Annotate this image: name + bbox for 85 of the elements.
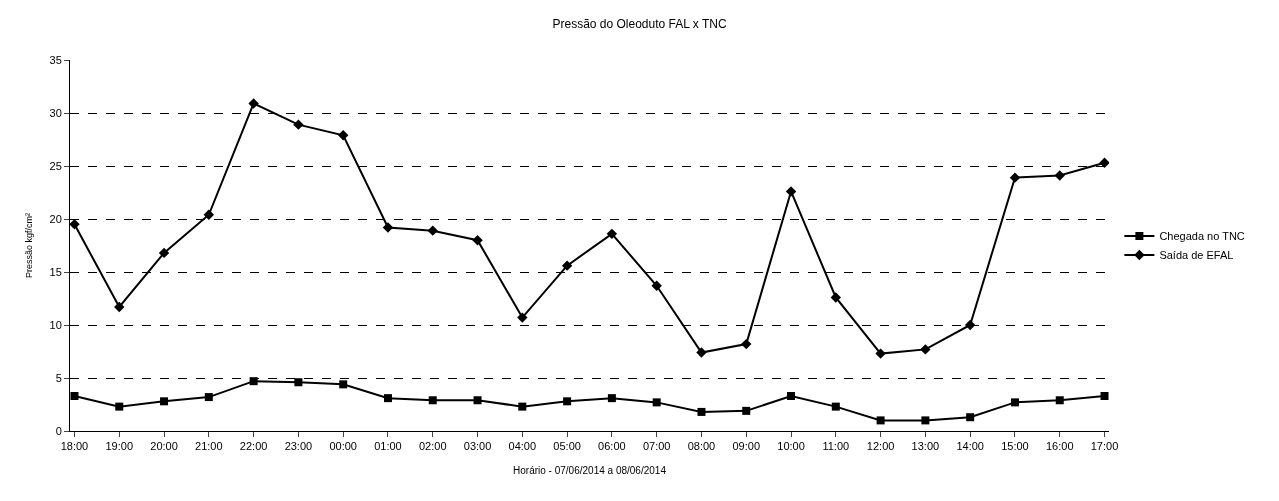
x-tick-label: 21:00 [195,440,223,453]
x-tick-label: 06:00 [598,440,626,453]
x-tick-label: 01:00 [374,440,402,453]
point [1010,398,1019,407]
x-tick-label: 23:00 [284,440,313,453]
point [966,413,975,422]
point [785,186,797,197]
y-tick-label: 5 [55,371,62,384]
y-axis-title: Pressão kgf/cm² [23,212,34,279]
legend-label: Chegada no TNC [1159,230,1245,243]
point [160,397,169,406]
point [561,260,573,271]
legend-label: Saída de EFAL [1159,249,1234,262]
point [964,319,976,331]
point [203,209,215,220]
x-tick-label: 04:00 [508,440,537,453]
point [742,406,751,415]
y-tick-label: 25 [49,159,62,172]
point [830,292,842,303]
point [249,377,258,386]
point [563,397,572,406]
y-tick-label: 35 [49,53,62,66]
point [1099,157,1109,169]
chart-title: Pressão do Oleoduto FAL x TNC [552,17,727,32]
point [158,247,170,259]
point [337,130,349,141]
point [294,378,303,387]
point [70,219,80,230]
y-tick-label: 10 [49,318,62,331]
point [787,392,796,401]
x-tick-label: 11:00 [822,440,850,453]
x-tick-label: 03:00 [463,440,492,453]
point [382,222,394,233]
point [517,312,528,323]
point [427,225,438,236]
y-tick-label: 30 [49,106,62,119]
x-tick-label: 09:00 [732,440,761,453]
point [1055,396,1064,405]
x-tick-label: 00:00 [329,440,357,453]
point [293,119,304,130]
y-tick-label: 0 [55,424,62,437]
point [518,402,527,411]
x-tick-label: 02:00 [418,440,447,453]
point [697,407,706,416]
x-tick-label: 18:00 [60,440,89,453]
x-tick-label: 14:00 [956,440,984,453]
point [696,347,707,358]
point [920,344,931,355]
x-tick-label: 12:00 [866,440,895,453]
x-tick-label: 17:00 [1090,440,1119,453]
point [606,228,618,240]
point [607,394,616,403]
point [875,348,886,359]
point [831,402,840,411]
point [204,393,213,402]
x-tick-label: 19:00 [105,440,134,453]
point [339,380,348,389]
y-tick-label: 20 [49,212,62,225]
point [652,398,661,407]
point [876,416,885,425]
point [114,301,125,313]
x-axis-title: Horário - 07/06/2014 a 08/06/2014 [513,464,667,476]
x-tick-label: 10:00 [777,440,805,453]
point [1009,172,1021,183]
point [115,402,124,411]
point [651,280,662,291]
point [428,396,437,405]
x-tick-label: 16:00 [1045,440,1074,453]
x-tick-label: 13:00 [911,440,940,453]
point [473,396,482,405]
point [248,98,259,109]
x-tick-label: 07:00 [642,440,671,453]
point [472,235,483,246]
point [383,394,392,403]
point [1100,392,1109,401]
x-tick-label: 15:00 [1001,440,1029,453]
point [1054,170,1065,181]
x-tick-label: 22:00 [239,440,268,453]
point [921,416,930,425]
y-tick-label: 15 [49,265,62,278]
point [70,392,79,401]
point [741,338,752,350]
x-tick-label: 05:00 [553,440,581,453]
x-tick-label: 20:00 [150,440,178,453]
x-tick-label: 08:00 [687,440,716,453]
